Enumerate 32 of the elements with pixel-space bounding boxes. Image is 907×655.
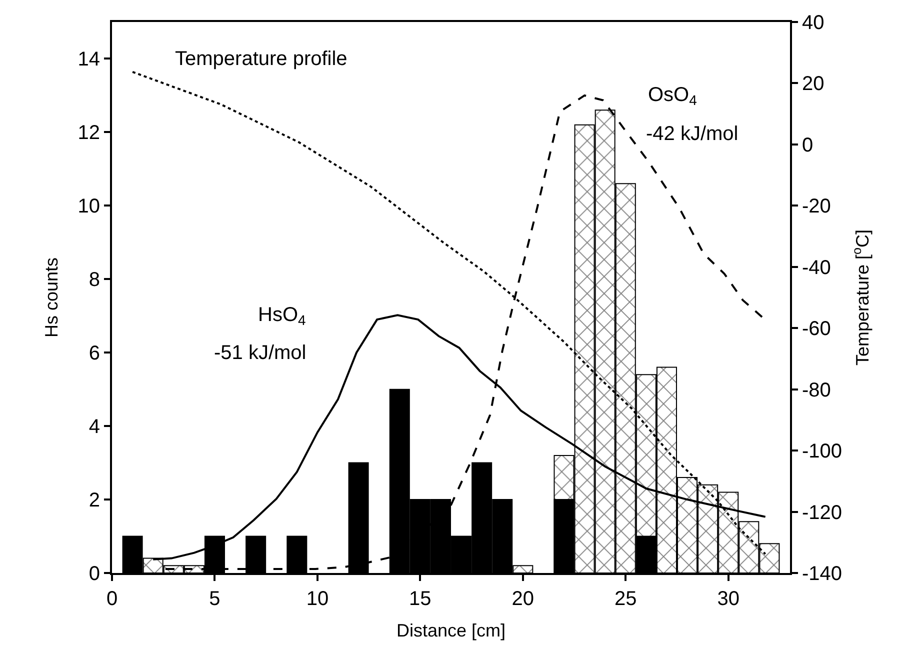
annotation: -42 kJ/mol — [646, 123, 738, 145]
y-tick-label: 2 — [88, 490, 100, 512]
y2-tick-label: -80 — [802, 379, 831, 402]
x-tick-label: 5 — [209, 588, 220, 610]
x-tick-label: 30 — [717, 588, 740, 610]
x-tick-label: 20 — [512, 588, 534, 610]
y-tick-label: 4 — [88, 416, 100, 438]
y2-tick-label: -20 — [802, 196, 831, 218]
y-tick-label: 14 — [78, 48, 100, 71]
y-tick-label: 0 — [88, 563, 100, 585]
y2-tick-label: 20 — [802, 73, 824, 96]
annotation: OsO$_{4}$ — [648, 84, 698, 108]
annotation: -51 kJ/mol — [214, 342, 306, 364]
y2-tick-label: 0 — [802, 134, 814, 156]
y2-tick-label: -100 — [802, 440, 842, 463]
y-tick-label: 6 — [88, 342, 100, 365]
y2-tick-label: -60 — [802, 318, 831, 340]
y-tick-label: 8 — [88, 269, 100, 292]
y2-tick-label: -40 — [802, 256, 831, 279]
y2-tick-label: -140 — [802, 563, 842, 585]
x-tick-label: 10 — [306, 588, 329, 610]
y-tick-label: 10 — [78, 196, 100, 218]
y2-tick-label: -120 — [802, 502, 842, 524]
x-tick-label: 15 — [409, 588, 432, 610]
x-tick-label: 25 — [614, 588, 637, 610]
annotation: HsO$_{4}$ — [258, 304, 306, 328]
x-tick-label: 0 — [106, 588, 118, 610]
y-tick-label: 12 — [78, 122, 100, 144]
y-axis-title: Hs counts — [41, 257, 62, 338]
x-axis-title: Distance [cm] — [396, 620, 506, 641]
y2-tick-label: 40 — [802, 12, 824, 34]
annotation: Temperature profile — [175, 48, 348, 70]
